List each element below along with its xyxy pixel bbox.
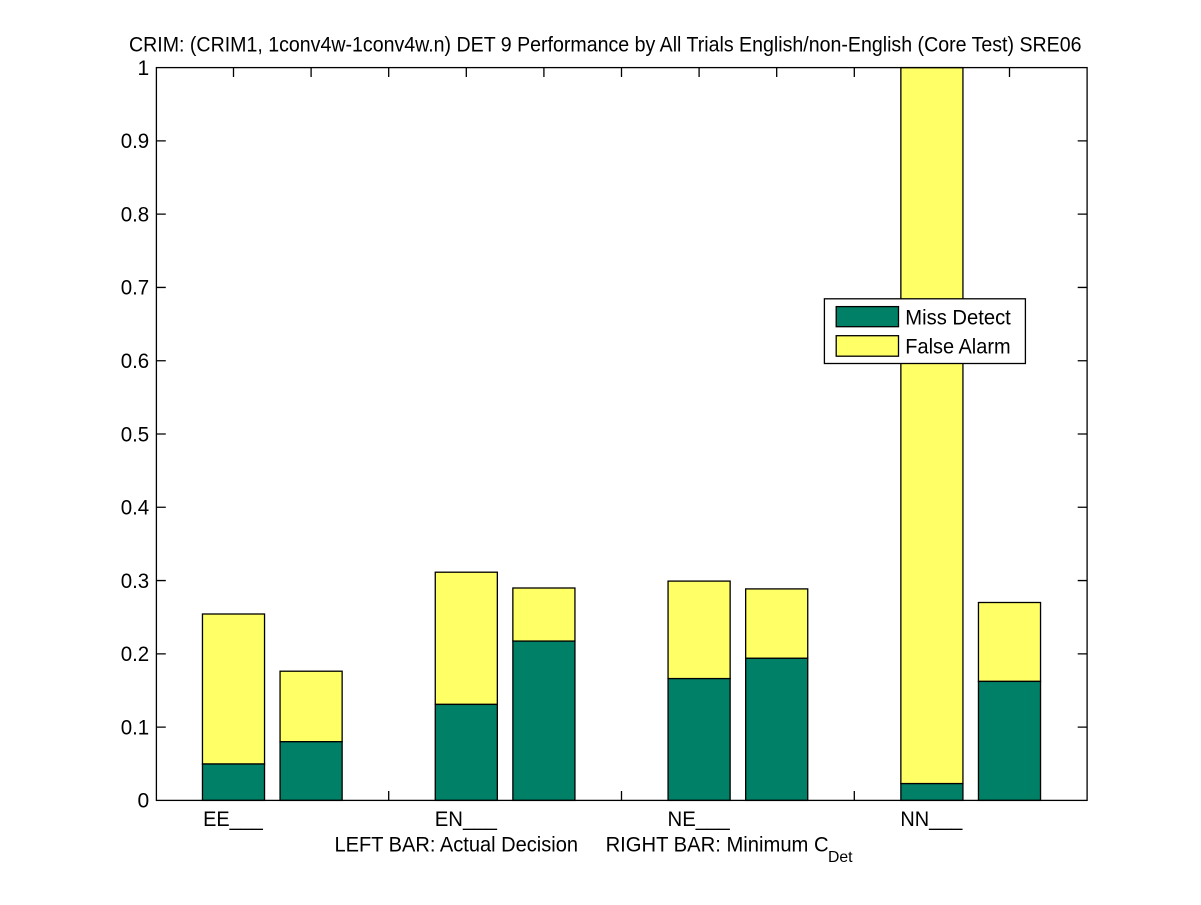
svg-text:0.2: 0.2 — [121, 643, 150, 666]
svg-text:0.9: 0.9 — [121, 130, 150, 153]
svg-text:NN___: NN___ — [900, 808, 962, 831]
svg-text:0.8: 0.8 — [121, 203, 150, 226]
svg-text:0.4: 0.4 — [121, 497, 150, 520]
svg-text:RIGHT BAR: Minimum C: RIGHT BAR: Minimum C — [606, 834, 829, 857]
svg-text:Miss Detect: Miss Detect — [905, 306, 1011, 329]
svg-text:False Alarm: False Alarm — [905, 336, 1010, 359]
svg-text:0: 0 — [138, 790, 150, 813]
svg-text:Det: Det — [828, 849, 853, 866]
svg-text:0.3: 0.3 — [121, 570, 150, 593]
svg-text:1: 1 — [138, 57, 150, 80]
svg-text:0.6: 0.6 — [121, 350, 150, 373]
svg-text:NE___: NE___ — [668, 808, 731, 831]
svg-text:EN___: EN___ — [435, 808, 498, 831]
svg-text:EE___: EE___ — [203, 808, 263, 831]
svg-text:CRIM: (CRIM1, 1conv4w-1conv4w.: CRIM: (CRIM1, 1conv4w-1conv4w.n) DET 9 P… — [129, 34, 1082, 57]
svg-text:0.1: 0.1 — [121, 716, 150, 739]
svg-text:0.7: 0.7 — [121, 277, 150, 300]
svg-text:LEFT BAR: Actual Decision: LEFT BAR: Actual Decision — [335, 834, 579, 857]
svg-text:0.5: 0.5 — [121, 423, 150, 446]
